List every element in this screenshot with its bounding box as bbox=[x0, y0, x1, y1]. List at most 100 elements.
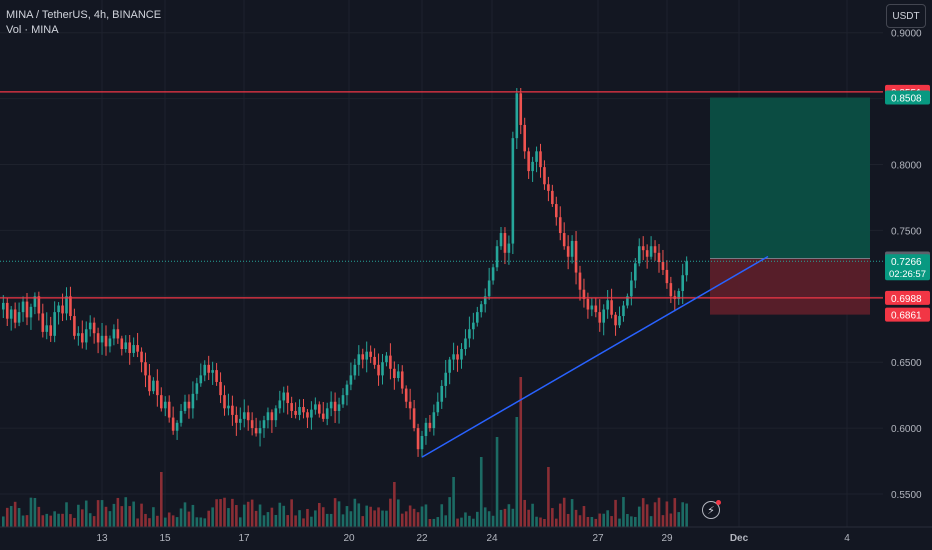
volume-bar bbox=[385, 510, 388, 527]
candle-body bbox=[393, 368, 396, 379]
candle-body bbox=[657, 252, 661, 263]
volume-bar bbox=[649, 516, 653, 527]
volume-legend[interactable]: Vol · MINA bbox=[6, 24, 59, 36]
volume-bar bbox=[140, 503, 143, 527]
candle-body bbox=[219, 381, 222, 396]
candle-body bbox=[487, 280, 491, 297]
volume-bar bbox=[84, 500, 88, 527]
volume-bar bbox=[2, 516, 5, 527]
candle-body bbox=[507, 243, 511, 253]
candle-body bbox=[57, 305, 60, 313]
chart-legend: MINA / TetherUS, 4h, BINANCE Vol · MINA bbox=[6, 8, 161, 38]
price-tick-label: 0.9000 bbox=[891, 29, 922, 40]
volume-bar bbox=[424, 504, 428, 527]
candle-body bbox=[397, 371, 400, 379]
volume-bar bbox=[21, 515, 25, 527]
candle-body bbox=[13, 309, 17, 323]
volume-bar bbox=[49, 515, 52, 527]
volume-bar bbox=[610, 516, 613, 527]
price-label-stop: 0.6861 bbox=[891, 311, 922, 322]
volume-bar bbox=[479, 457, 483, 527]
candle-body bbox=[341, 395, 345, 405]
volume-bar bbox=[397, 499, 400, 527]
volume-bar bbox=[13, 501, 17, 527]
volume-bar bbox=[136, 518, 139, 527]
volume-bar bbox=[156, 515, 159, 527]
volume-bar bbox=[254, 510, 258, 527]
price-tick-label: 0.6000 bbox=[891, 424, 922, 435]
volume-bar bbox=[428, 518, 432, 527]
candle-body bbox=[456, 354, 459, 360]
candle-body bbox=[420, 436, 424, 450]
time-axis[interactable]: 13 15 17 20 22 24 27 29 Dec 4 bbox=[0, 526, 932, 544]
drawings[interactable] bbox=[0, 91, 883, 458]
candle-body bbox=[41, 313, 45, 332]
volume-bar bbox=[175, 517, 179, 527]
volume-bar bbox=[345, 506, 349, 527]
volume-bar bbox=[472, 518, 475, 527]
candle-body bbox=[215, 370, 218, 382]
candle-body bbox=[156, 380, 159, 396]
volume-bar bbox=[321, 507, 325, 527]
volume-bar bbox=[318, 502, 321, 527]
candle-body bbox=[37, 296, 41, 314]
volume-bar bbox=[618, 518, 621, 527]
volume-bar bbox=[586, 516, 590, 527]
volume-bar bbox=[100, 500, 104, 527]
candle-body bbox=[318, 404, 321, 414]
volume-bar bbox=[535, 516, 538, 527]
candle-body bbox=[400, 371, 404, 389]
price-label-target: 0.8508 bbox=[891, 94, 922, 105]
volume-bar bbox=[341, 514, 345, 527]
candle-body bbox=[274, 408, 278, 421]
volume-bar bbox=[440, 504, 444, 527]
volume-bar bbox=[590, 517, 594, 527]
candle-body bbox=[365, 351, 368, 360]
price-label-hline: 0.6988 bbox=[891, 294, 922, 305]
candle-body bbox=[551, 190, 554, 205]
volume-bar bbox=[132, 501, 135, 527]
candle-body bbox=[25, 301, 29, 318]
candle-body bbox=[9, 309, 13, 319]
candle-body bbox=[65, 296, 68, 314]
time-tick-label: 27 bbox=[592, 533, 604, 544]
volume-bar bbox=[124, 497, 128, 527]
volume-bar bbox=[191, 504, 195, 527]
candle-body bbox=[357, 354, 361, 365]
candle-body bbox=[290, 403, 293, 411]
volume-bar bbox=[5, 507, 9, 527]
symbol-title[interactable]: MINA / TetherUS, 4h, BINANCE bbox=[6, 9, 162, 21]
candle-body bbox=[622, 305, 625, 317]
volume-bar bbox=[235, 505, 238, 527]
candle-body bbox=[144, 362, 147, 376]
profit-zone bbox=[710, 97, 870, 259]
volume-bar bbox=[120, 506, 124, 527]
volume-bar bbox=[239, 517, 242, 527]
currency-button[interactable]: USDT bbox=[886, 4, 926, 28]
candle-body bbox=[2, 302, 5, 310]
volume-bar bbox=[227, 508, 230, 527]
long-position-tool[interactable] bbox=[710, 97, 870, 315]
volume-bar bbox=[622, 497, 625, 527]
candle-body bbox=[100, 335, 104, 343]
candle-body bbox=[531, 161, 534, 172]
candle-body bbox=[136, 345, 139, 352]
candle-body bbox=[302, 407, 305, 413]
candle-body bbox=[5, 302, 9, 319]
candle-body bbox=[681, 275, 684, 292]
candle-body bbox=[349, 375, 353, 385]
volume-bar bbox=[69, 514, 72, 527]
volume-bar bbox=[369, 506, 372, 527]
candle-body bbox=[227, 405, 230, 409]
volume-bar bbox=[645, 504, 649, 527]
candle-body bbox=[436, 401, 440, 413]
candle-body bbox=[199, 375, 203, 384]
volume-bar bbox=[53, 511, 56, 527]
volume-bar bbox=[306, 508, 309, 527]
candle-body bbox=[448, 359, 451, 373]
candle-body bbox=[626, 296, 629, 306]
candle-body bbox=[610, 300, 613, 315]
lightning-icon[interactable]: ⚡ bbox=[702, 500, 721, 519]
price-tick-label: 0.7500 bbox=[891, 226, 922, 237]
